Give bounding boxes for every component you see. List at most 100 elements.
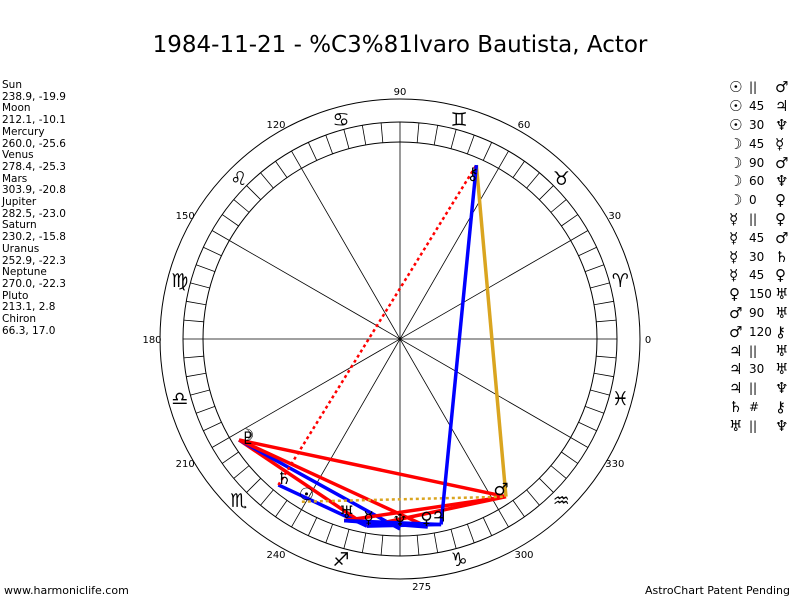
aspect-row: ☿ 45 ♀	[729, 266, 795, 285]
planet-name: Uranus	[2, 242, 40, 255]
aspect-line	[238, 438, 401, 531]
degree-tick	[450, 129, 457, 149]
aspect-row: ☿ 45 ♂	[729, 228, 795, 247]
saturn-glyph-icon: ♄	[277, 469, 292, 489]
aspect-row: ☉ 30 ♆	[729, 116, 795, 135]
degree-tick	[325, 523, 333, 544]
aspect-planet-b-icon: ♅	[775, 285, 789, 304]
aspect-line	[301, 495, 507, 503]
degree-tick	[211, 437, 230, 448]
planet-coords: 66.3, 17.0	[2, 324, 56, 337]
aspect-type: 90	[749, 305, 765, 320]
aspect-planet-a-icon: ♃	[729, 379, 743, 398]
aspect-line	[343, 494, 507, 523]
degree-tick	[482, 517, 493, 536]
degree-label: 210	[176, 459, 195, 470]
house-spoke-line	[229, 240, 571, 438]
aspect-planet-a-icon: ☿	[729, 209, 739, 228]
mercury-glyph-icon: ☿	[363, 508, 373, 528]
aspect-row: ☉ 45 ♃	[729, 97, 795, 116]
planet-coords: 238.9, -19.9	[2, 90, 66, 103]
aspect-row: ♃ || ♅	[729, 341, 795, 360]
aspect-line	[277, 164, 478, 486]
degree-tick	[343, 529, 350, 549]
degree-tick	[593, 300, 614, 306]
aspect-type: 30	[749, 249, 765, 264]
neptune-glyph-icon: ♆	[392, 511, 407, 531]
aspect-row: ♂ 120 ⚷	[729, 322, 795, 341]
aspect-type: ||	[749, 211, 758, 226]
aspect-planet-b-icon: ♅	[775, 360, 789, 379]
aspect-planet-b-icon: ♆	[775, 379, 789, 398]
aspect-row: ☿ || ♀	[729, 210, 795, 229]
degree-tick	[307, 517, 318, 536]
aspect-planet-a-icon: ♄	[729, 397, 743, 416]
degree-tick	[183, 319, 204, 323]
aspect-planet-a-icon: ☉	[729, 78, 743, 97]
degree-label: 180	[142, 335, 161, 346]
aspect-planet-b-icon: ♀	[775, 266, 786, 285]
degree-label: 120	[266, 120, 285, 131]
degree-tick	[307, 142, 318, 161]
degree-tick	[467, 134, 475, 155]
aspect-list: ☉ || ♂ ☉ 45 ♃ ☉ 30 ♆ ☽ 45 ☿ ☽ 90 ♂ ☽ 60 ♆ ☽ 0 ♀ ☿ || ♀ ☿ 45 ♂ ☿ 30 ♄ ☿…	[729, 78, 795, 435]
degree-tick	[584, 264, 605, 272]
planet-name: Mars	[2, 172, 28, 185]
degree-label: 30	[608, 211, 621, 222]
degree-tick	[291, 150, 302, 169]
degree-tick	[325, 134, 333, 155]
degree-tick	[361, 532, 367, 553]
aspect-type: 30	[749, 362, 765, 377]
degree-label: 240	[266, 550, 285, 561]
degree-tick	[584, 406, 605, 414]
degree-tick	[550, 465, 567, 479]
degree-tick	[561, 451, 578, 464]
aspect-row: ♄ # ⚷	[729, 398, 795, 417]
cancer-glyph-icon: ♋	[332, 109, 349, 131]
aspect-planet-a-icon: ☽	[729, 172, 743, 191]
degree-tick	[590, 389, 610, 396]
aspect-planet-b-icon: ♀	[775, 191, 786, 210]
degree-tick	[593, 372, 614, 378]
planet-coords: 303.9, -20.8	[2, 184, 66, 197]
degree-tick	[539, 185, 554, 200]
footer-website: www.harmoniclife.com	[4, 584, 129, 597]
aspect-line	[238, 438, 507, 499]
aspect-planet-b-icon: ♂	[775, 153, 789, 172]
aspect-planet-b-icon: ♅	[775, 341, 789, 360]
mars-glyph-icon: ♂	[493, 480, 508, 500]
aspect-planet-a-icon: ♂	[729, 322, 743, 341]
gemini-glyph-icon: ♊	[450, 109, 467, 131]
aspect-planet-b-icon: ♅	[775, 303, 789, 322]
scorpio-glyph-icon: ♏	[230, 490, 247, 512]
degree-tick	[222, 451, 239, 464]
aspect-type: 45	[749, 136, 765, 151]
aspect-planet-b-icon: ♆	[775, 416, 789, 435]
degree-tick	[203, 421, 222, 432]
degree-tick	[596, 355, 617, 359]
aspect-type: ||	[749, 381, 758, 396]
aspect-row: ♅ || ♆	[729, 416, 795, 435]
degree-tick	[343, 129, 350, 149]
moon-glyph-icon: ☽	[239, 426, 254, 446]
aspect-planet-b-icon: ♆	[775, 172, 789, 191]
leo-glyph-icon: ♌	[230, 168, 247, 190]
degree-tick	[512, 161, 525, 178]
aspect-type: #	[749, 399, 760, 414]
degree-tick	[450, 529, 457, 549]
degree-tick	[380, 122, 384, 143]
aspect-planet-b-icon: ♄	[775, 247, 789, 266]
pisces-glyph-icon: ♓	[612, 388, 629, 410]
aspect-line	[344, 518, 442, 527]
chart-title: 1984-11-21 - %C3%81lvaro Bautista, Actor	[152, 32, 648, 58]
planet-name: Chiron	[2, 313, 37, 326]
planet-name: Venus	[2, 149, 34, 162]
virgo-glyph-icon: ♍	[171, 270, 188, 292]
degree-tick	[195, 264, 216, 272]
aspect-type: 45	[749, 230, 765, 245]
aquarius-glyph-icon: ♒	[553, 490, 570, 512]
degree-tick	[433, 532, 439, 553]
aspect-row: ☽ 0 ♀	[729, 191, 795, 210]
aspect-type: 0	[749, 193, 757, 208]
